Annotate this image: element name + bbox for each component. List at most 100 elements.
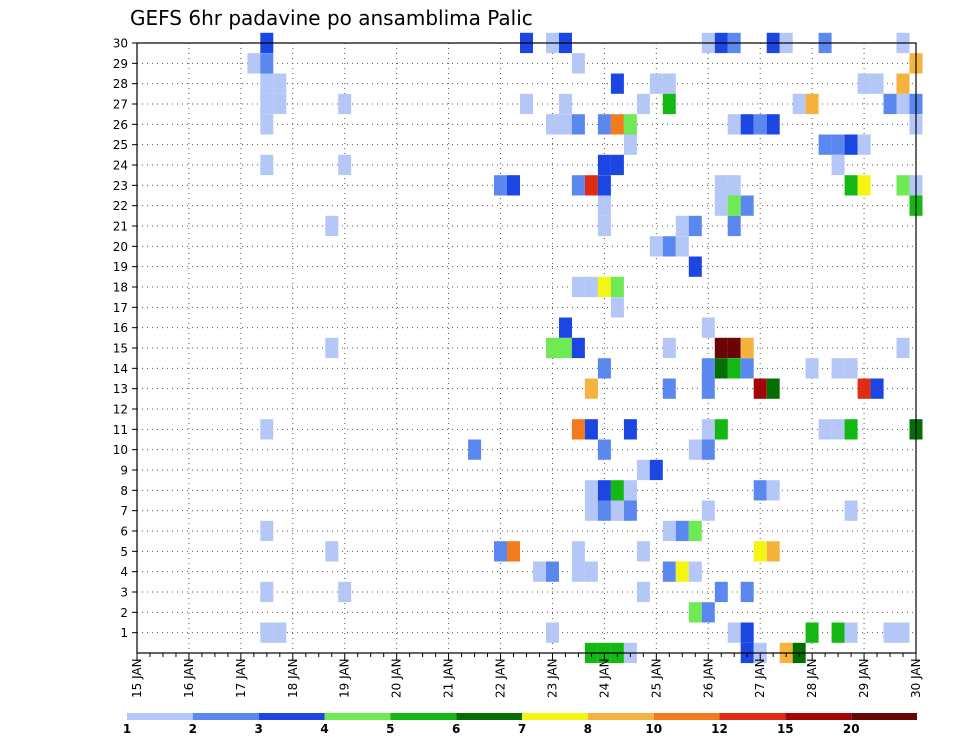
- heatmap-cell: [870, 73, 884, 94]
- heatmap-cell: [844, 500, 858, 521]
- x-tick-label: 28 JAN: [805, 658, 819, 698]
- y-tick-label: 30: [113, 37, 128, 51]
- heatmap-cell: [597, 114, 611, 135]
- x-tick-label: 29 JAN: [857, 658, 871, 698]
- legend-color-swatch: [851, 713, 917, 720]
- legend-color-swatch: [390, 713, 457, 720]
- heatmap-cell: [688, 439, 702, 460]
- heatmap-cell: [675, 236, 689, 257]
- heatmap-cell: [727, 337, 741, 359]
- heatmap-cell: [338, 154, 352, 176]
- heatmap-cell: [636, 459, 650, 481]
- heatmap-cell: [649, 459, 663, 481]
- heatmap-cell: [740, 581, 754, 603]
- heatmap-cell: [584, 419, 598, 440]
- heatmap-cell: [753, 480, 767, 501]
- heatmap-cell: [584, 175, 598, 196]
- heatmap-cell: [260, 73, 274, 94]
- heatmap-cell: [559, 317, 572, 338]
- heatmap-cell: [260, 520, 274, 542]
- heatmap-cell: [597, 195, 611, 216]
- legend-label: 4: [320, 722, 328, 736]
- heatmap-cell: [571, 419, 585, 440]
- heatmap-cell: [597, 480, 611, 501]
- heatmap-cell: [546, 114, 559, 135]
- x-tick-label: 26 JAN: [701, 658, 715, 698]
- x-tick-label: 17 JAN: [234, 658, 248, 698]
- y-tick-label: 15: [113, 342, 128, 356]
- heatmap-cell: [857, 175, 871, 196]
- y-tick-label: 13: [113, 382, 128, 396]
- heatmap-cell: [740, 622, 754, 643]
- heatmap-cell: [610, 276, 624, 298]
- x-tick-label: 18 JAN: [286, 658, 300, 698]
- heatmap-cell: [636, 93, 650, 115]
- x-tick-label: 22 JAN: [494, 658, 508, 698]
- heatmap-cell: [610, 297, 624, 318]
- heatmap-cell: [766, 541, 780, 562]
- heatmap-cell: [260, 419, 274, 440]
- heatmap-cell: [844, 175, 858, 196]
- heatmap-cell: [805, 93, 819, 115]
- y-tick-label: 11: [113, 423, 128, 437]
- legend-label: 15: [777, 722, 794, 736]
- heatmap-cell: [727, 114, 741, 135]
- x-tick-label: 23 JAN: [546, 658, 560, 698]
- y-tick-label: 27: [113, 98, 128, 112]
- heatmap-cell: [494, 175, 507, 196]
- heatmap-cell: [636, 541, 650, 562]
- heatmap-cell: [597, 276, 611, 298]
- heatmap-cell: [273, 622, 287, 643]
- heatmap-cell: [507, 541, 520, 562]
- heatmap-cell: [727, 215, 741, 237]
- heatmap-cell: [857, 134, 871, 155]
- heatmap-cell: [844, 622, 858, 643]
- heatmap-cell: [649, 73, 663, 94]
- heatmap-cell: [571, 337, 585, 359]
- heatmap-cell: [727, 195, 741, 216]
- heatmap-cell: [623, 500, 637, 521]
- heatmap-cell: [714, 581, 728, 603]
- heatmap-cell: [844, 419, 858, 440]
- heatmap-cell: [597, 154, 611, 176]
- heatmap-cell: [831, 358, 845, 379]
- heatmap-cell: [896, 73, 910, 94]
- heatmap-cell: [701, 500, 715, 521]
- heatmap-cell: [649, 236, 663, 257]
- heatmap-cell: [857, 378, 871, 399]
- plot-frame: [136, 42, 917, 654]
- legend-label: 3: [255, 722, 263, 736]
- heatmap-cell: [571, 114, 585, 135]
- heatmap-cell: [662, 236, 676, 257]
- heatmap-cell: [662, 561, 676, 582]
- heatmap-cell: [714, 337, 728, 359]
- heatmap-cell: [896, 175, 910, 196]
- heatmap-cell: [338, 93, 352, 115]
- heatmap-cell: [494, 541, 507, 562]
- y-tick-label: 6: [120, 525, 128, 539]
- heatmap-cell: [662, 73, 676, 94]
- heatmap-cell: [247, 53, 261, 74]
- legend-color-swatch: [258, 713, 325, 720]
- heatmap-cell: [740, 337, 754, 359]
- heatmap-cell: [662, 378, 676, 399]
- x-tick-label: 27 JAN: [753, 658, 767, 698]
- y-tick-label: 4: [120, 565, 128, 579]
- heatmap-cell: [701, 602, 715, 623]
- heatmap-cell: [792, 93, 806, 115]
- x-tick-label: 15 JAN: [130, 658, 144, 698]
- y-tick-label: 5: [120, 545, 128, 559]
- heatmap-cell: [610, 154, 624, 176]
- x-tick-label: 25 JAN: [649, 658, 663, 698]
- heatmap-cell: [688, 602, 702, 623]
- heatmap-cell: [870, 378, 884, 399]
- y-tick-label: 10: [113, 443, 128, 457]
- y-tick-label: 20: [113, 240, 128, 254]
- heatmap-cell: [546, 337, 559, 359]
- y-tick-label: 1: [120, 626, 128, 640]
- heatmap-cell: [546, 622, 559, 643]
- heatmap-cell: [688, 520, 702, 542]
- heatmap-cell: [571, 276, 585, 298]
- heatmap-cell: [597, 500, 611, 521]
- legend-color-swatch: [653, 713, 720, 720]
